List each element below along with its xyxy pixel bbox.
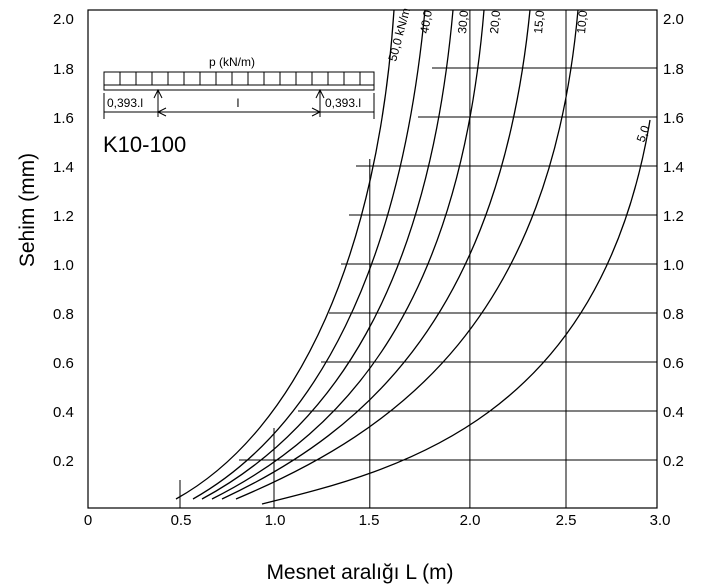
overhang-right-label: 0,393.l xyxy=(325,96,361,110)
beam-schematic: p (kN/m) xyxy=(103,55,375,157)
panel-label: K10-100 xyxy=(103,132,186,157)
y-tick-left: 1.6 xyxy=(53,110,74,127)
y-tick-right: 1.4 xyxy=(663,159,684,176)
beam-body xyxy=(103,84,375,91)
curves xyxy=(175,9,651,505)
x-tick: 2.0 xyxy=(460,512,481,529)
y-tick-right: 0.4 xyxy=(663,404,684,421)
y-ticks-left: 0.2 0.4 0.6 0.8 1.0 1.2 1.4 1.6 1.8 2.0 xyxy=(53,11,74,470)
load-label: p (kN/m) xyxy=(209,55,255,69)
curve-labels: 50,0 kN/m 40,0 30,0 20,0 15,0 10,0 5,0 xyxy=(385,6,652,144)
y-ticks-right: 0.2 0.4 0.6 0.8 1.0 1.2 1.4 1.6 1.8 2.0 xyxy=(663,11,684,470)
y-tick-right: 1.8 xyxy=(663,61,684,78)
x-tick: 1.0 xyxy=(265,512,286,529)
y-axis-title: Sehim (mm) xyxy=(16,153,39,267)
y-tick-left: 1.4 xyxy=(53,159,74,176)
curve-40 xyxy=(192,9,426,500)
y-tick-right: 2.0 xyxy=(663,11,684,28)
x-tick: 3.0 xyxy=(650,512,671,529)
curve-50 xyxy=(175,9,395,500)
y-tick-right: 1.6 xyxy=(663,110,684,127)
curve-label-30: 30,0 xyxy=(455,9,471,34)
overhang-left-label: 0,393.l xyxy=(107,96,143,110)
y-tick-right: 0.6 xyxy=(663,355,684,372)
y-tick-right: 0.2 xyxy=(663,453,684,470)
curve-5 xyxy=(261,119,651,505)
dimension-lines xyxy=(103,93,375,119)
beam-load-dividers xyxy=(119,72,361,85)
x-ticks: 0 0.5 1.0 1.5 2.0 2.5 3.0 xyxy=(84,512,671,529)
x-tick: 1.5 xyxy=(359,512,380,529)
x-tick: 0.5 xyxy=(171,512,192,529)
curve-label-15: 15,0 xyxy=(531,9,547,34)
x-tick: 0 xyxy=(84,512,92,529)
y-tick-left: 1.8 xyxy=(53,61,74,78)
y-tick-right: 0.8 xyxy=(663,306,684,323)
curve-label-5: 5,0 xyxy=(634,123,653,144)
y-tick-left: 0.2 xyxy=(53,453,74,470)
curve-15 xyxy=(221,9,531,500)
x-axis-title: Mesnet aralığı L (m) xyxy=(266,561,453,584)
y-tick-left: 1.2 xyxy=(53,208,74,225)
curve-20 xyxy=(211,9,485,500)
curve-10 xyxy=(235,9,579,500)
horizontal-guides xyxy=(239,67,657,461)
curve-label-40: 40,0 xyxy=(417,9,435,35)
x-tick: 2.5 xyxy=(556,512,577,529)
plot-frame xyxy=(87,9,658,509)
y-tick-left: 0.8 xyxy=(53,306,74,323)
curve-30 xyxy=(201,9,454,500)
y-tick-left: 2.0 xyxy=(53,11,74,28)
curve-label-10: 10,0 xyxy=(574,9,590,34)
beam-load-strip xyxy=(103,71,375,86)
curve-label-20: 20,0 xyxy=(487,9,503,34)
y-tick-right: 1.0 xyxy=(663,257,684,274)
y-tick-left: 1.0 xyxy=(53,257,74,274)
y-tick-left: 0.6 xyxy=(53,355,74,372)
y-tick-right: 1.2 xyxy=(663,208,684,225)
y-tick-left: 0.4 xyxy=(53,404,74,421)
curve-label-50: 50,0 kN/m xyxy=(385,6,413,62)
span-label: l xyxy=(237,96,240,110)
